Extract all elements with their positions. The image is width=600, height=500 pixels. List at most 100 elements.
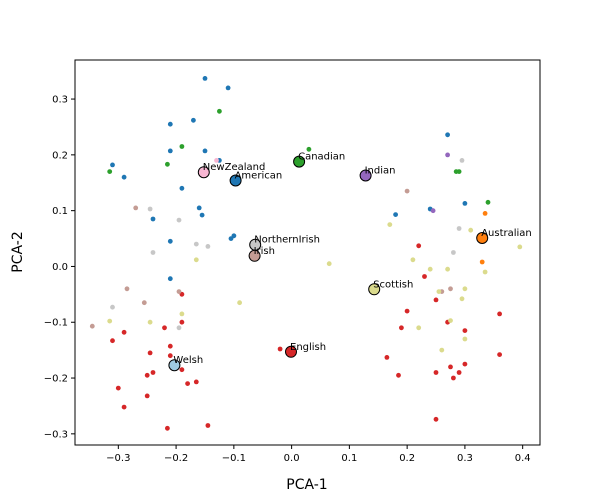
points-layer <box>89 76 523 431</box>
accent-label: Indian <box>365 166 396 177</box>
y-tick-label: 0.2 <box>52 150 68 161</box>
data-point <box>167 343 173 349</box>
data-point <box>214 158 219 163</box>
data-point <box>517 244 523 250</box>
data-point <box>456 226 462 231</box>
data-point <box>176 289 182 294</box>
data-point <box>167 238 173 244</box>
y-tick-label: −0.1 <box>44 318 68 329</box>
data-point <box>439 347 445 353</box>
accent-point <box>293 155 306 168</box>
data-point <box>497 352 502 357</box>
data-point <box>445 152 450 158</box>
data-point <box>387 222 393 228</box>
data-point <box>107 169 113 175</box>
data-point <box>150 216 156 222</box>
data-point <box>422 274 427 279</box>
data-point <box>121 329 127 335</box>
accent-label: Welsh <box>173 355 203 366</box>
data-point <box>179 319 185 325</box>
accent-point <box>197 166 210 179</box>
data-point <box>147 206 153 212</box>
data-point <box>479 259 485 265</box>
data-point <box>110 338 115 344</box>
data-point <box>277 346 283 352</box>
x-tick-label: 0.1 <box>341 453 357 464</box>
data-point <box>121 174 127 180</box>
accent-point <box>285 345 297 358</box>
x-tick-label: 0.4 <box>515 453 531 464</box>
data-point <box>199 212 205 218</box>
data-point <box>445 132 450 138</box>
y-tick-label: −0.3 <box>44 429 68 440</box>
data-point <box>167 353 173 359</box>
data-point <box>448 318 453 323</box>
y-tick-label: 0.3 <box>52 95 68 106</box>
data-point <box>202 148 208 154</box>
data-point <box>433 297 439 303</box>
data-point <box>133 205 139 211</box>
data-point <box>217 108 222 114</box>
data-point <box>453 169 459 175</box>
data-point <box>179 144 185 149</box>
data-point <box>468 227 474 233</box>
data-point <box>193 257 199 263</box>
data-point <box>121 404 127 410</box>
data-point <box>193 379 199 385</box>
data-point <box>193 241 199 247</box>
data-point <box>482 269 488 275</box>
x-tick-label: 0.2 <box>399 453 415 464</box>
data-point <box>482 211 488 216</box>
data-point <box>176 325 182 331</box>
data-point <box>396 372 401 378</box>
data-point <box>185 381 191 386</box>
data-point <box>205 244 211 249</box>
data-point <box>144 372 150 378</box>
data-point <box>448 364 453 370</box>
accent-point <box>476 232 489 244</box>
accent-point <box>229 174 242 187</box>
accent-label: Irish <box>254 246 275 257</box>
data-point <box>147 319 153 325</box>
data-point <box>404 188 410 194</box>
data-point <box>205 423 211 428</box>
x-tick-label: −0.3 <box>106 453 130 464</box>
data-point <box>115 385 121 391</box>
data-point <box>150 370 156 375</box>
data-point <box>433 416 439 422</box>
data-point <box>176 217 182 223</box>
x-tick-label: −0.1 <box>222 453 246 464</box>
data-point <box>451 250 456 255</box>
data-point <box>162 325 167 331</box>
accent-label: English <box>290 342 326 353</box>
data-point <box>436 289 442 294</box>
data-point <box>462 336 468 342</box>
data-point <box>433 370 439 375</box>
accent-label: American <box>235 171 283 182</box>
data-point <box>306 146 312 152</box>
data-point <box>459 296 465 302</box>
x-tick-label: −0.2 <box>164 453 188 464</box>
accent-label: Australian <box>481 228 532 239</box>
x-axis: −0.3 −0.2 −0.1 0.0 0.1 0.2 0.3 0.4 <box>106 445 531 464</box>
plot-frame <box>74 59 541 446</box>
accent-label: Canadian <box>298 152 345 163</box>
data-point <box>196 205 202 211</box>
data-point <box>228 236 234 242</box>
data-point <box>191 117 196 123</box>
data-point <box>124 286 130 292</box>
x-axis-title: PCA-1 <box>286 477 327 493</box>
data-point <box>404 308 410 314</box>
accent-point <box>368 283 381 296</box>
data-point <box>416 325 422 331</box>
data-point <box>384 355 390 360</box>
data-point <box>237 300 243 306</box>
data-point <box>167 276 173 282</box>
data-point <box>485 199 491 205</box>
data-point <box>179 367 185 373</box>
y-axis: −0.3 −0.2 −0.1 0.0 0.1 0.2 0.3 <box>44 95 75 440</box>
y-tick-label: 0.0 <box>52 262 68 273</box>
data-point <box>451 375 456 381</box>
data-point <box>144 393 150 399</box>
